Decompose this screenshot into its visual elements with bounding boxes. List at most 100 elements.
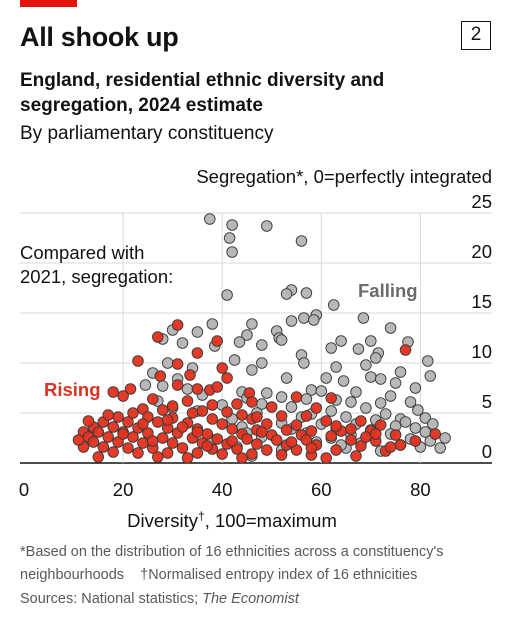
point-rising-98 (394, 439, 407, 451)
point-rising-17 (107, 386, 119, 398)
point-falling-43 (360, 359, 372, 371)
point-falling-31 (256, 339, 268, 351)
point-falling-28 (233, 336, 246, 348)
footnote-line2: neighbourhoods †Normalised entropy index… (20, 567, 417, 583)
point-rising-142 (345, 423, 357, 435)
point-falling-53 (280, 372, 293, 384)
point-rising-75 (429, 428, 441, 440)
point-rising-131 (360, 431, 372, 443)
point-rising-112 (161, 447, 174, 459)
point-rising-28 (310, 402, 323, 414)
point-falling-58 (409, 382, 422, 394)
point-rising-125 (147, 435, 159, 447)
point-falling-18 (384, 322, 397, 334)
point-rising-121 (181, 452, 194, 464)
point-falling-16 (285, 315, 298, 327)
point-falling-75 (404, 396, 417, 408)
point-falling-49 (424, 370, 437, 382)
point-rising-126 (176, 421, 189, 433)
point-rising-6 (171, 358, 184, 370)
point-rising-88 (87, 436, 100, 448)
point-falling-21 (191, 326, 204, 338)
point-rising-5 (132, 355, 144, 367)
point-rising-103 (176, 442, 189, 454)
point-rising-91 (166, 437, 179, 449)
point-rising-18 (117, 390, 129, 402)
x-axis-label-dagger: † (198, 509, 205, 523)
point-rising-10 (221, 372, 233, 384)
point-falling-33 (325, 342, 337, 354)
footnote-neighbourhoods: neighbourhoods (20, 567, 125, 583)
point-rising-134 (82, 415, 95, 427)
point-falling-38 (228, 354, 241, 366)
point-rising-65 (92, 426, 105, 438)
point-rising-47 (152, 416, 164, 428)
point-falling-0 (204, 213, 216, 225)
point-rising-36 (275, 410, 288, 422)
point-rising-141 (305, 442, 318, 454)
point-rising-25 (166, 400, 179, 412)
chart-subnote: By parliamentary constituency (20, 123, 274, 144)
series-rising (72, 319, 441, 464)
point-rising-127 (201, 440, 214, 452)
point-rising-74 (389, 429, 402, 441)
point-falling-54 (337, 375, 350, 387)
point-rising-123 (320, 452, 332, 464)
chart-number-badge: 2 (461, 21, 491, 50)
point-falling-3 (223, 232, 236, 244)
point-rising-130 (330, 420, 342, 432)
x-tick-40: 40 (212, 479, 233, 500)
x-tick-60: 60 (311, 479, 332, 500)
point-falling-12 (298, 312, 310, 324)
y-tick-20: 20 (471, 241, 492, 262)
point-rising-49 (216, 418, 228, 430)
point-falling-59 (156, 380, 169, 392)
point-rising-7 (216, 362, 228, 374)
brand-bar (20, 0, 77, 7)
point-rising-138 (191, 426, 204, 438)
point-rising-51 (290, 419, 303, 431)
point-rising-73 (325, 430, 337, 442)
point-rising-23 (246, 396, 258, 408)
point-rising-120 (152, 451, 164, 463)
x-axis-label-text: Diversity (127, 510, 199, 531)
point-rising-12 (124, 383, 137, 395)
point-rising-9 (184, 369, 196, 381)
x-tick-labels: 0 20 40 60 80 (19, 479, 431, 500)
point-rising-58 (226, 423, 238, 435)
point-falling-41 (422, 355, 434, 367)
point-rising-136 (137, 418, 149, 430)
point-rising-118 (350, 450, 362, 462)
point-falling-25 (275, 334, 288, 346)
point-falling-8 (280, 288, 293, 300)
chart-subtitle: England, residential ethnic diversity an… (20, 70, 385, 116)
point-rising-129 (285, 436, 298, 448)
sources-economist: The Economist (202, 591, 299, 607)
point-rising-24 (231, 398, 243, 410)
point-rising-124 (117, 428, 129, 440)
point-rising-97 (355, 440, 367, 452)
point-rising-100 (97, 441, 110, 453)
point-rising-8 (154, 370, 167, 382)
annotation-compared: Compared with (20, 242, 144, 263)
point-falling-78 (285, 401, 298, 413)
point-rising-38 (112, 411, 124, 423)
point-falling-4 (295, 235, 308, 247)
point-falling-15 (206, 318, 219, 330)
point-falling-65 (350, 386, 362, 398)
chart-title: All shook up (20, 22, 179, 52)
point-rising-81 (211, 433, 223, 445)
point-rising-37 (300, 410, 313, 422)
point-falling-92 (419, 412, 432, 424)
point-rising-32 (221, 406, 233, 418)
point-rising-111 (132, 447, 144, 459)
point-falling-13 (308, 314, 320, 326)
point-falling-56 (389, 377, 402, 389)
point-rising-83 (270, 434, 283, 446)
point-rising-30 (156, 404, 169, 416)
point-falling-14 (357, 312, 370, 324)
point-falling-64 (261, 387, 273, 399)
point-falling-42 (161, 357, 174, 369)
point-rising-137 (161, 414, 174, 426)
point-falling-10 (327, 299, 340, 311)
